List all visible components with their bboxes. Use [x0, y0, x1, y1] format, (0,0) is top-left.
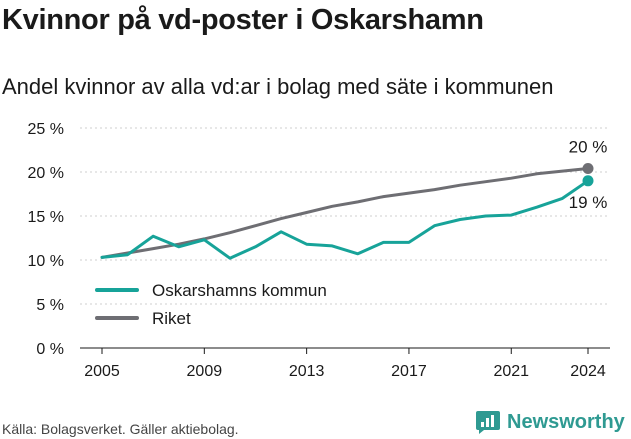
chart-title: Kvinnor på vd-poster i Oskarshamn — [2, 4, 484, 36]
end-labels: 20 % 19 % — [569, 137, 608, 211]
end-label-kommun: 19 % — [569, 193, 608, 212]
newsworthy-logo[interactable]: Newsworthy — [475, 409, 625, 435]
axes: 0 % 5 % 10 % 15 % 20 % 25 % 2005 2009 2013 2017 20… — [28, 121, 610, 380]
y-tick-label: 20 % — [28, 165, 64, 182]
series-line-riket — [100, 167, 590, 259]
series-line-kommun — [100, 179, 590, 260]
x-tick-label: 2005 — [84, 363, 120, 380]
data-point-kommun — [582, 175, 594, 187]
legend: Oskarshamns kommun Riket — [95, 281, 327, 328]
data-point-riket — [582, 162, 594, 174]
grid — [80, 127, 610, 305]
y-tick-label: 10 % — [28, 253, 64, 270]
y-tick-label: 0 % — [36, 341, 64, 358]
x-tick-label: 2017 — [391, 363, 427, 380]
x-tick-label: 2021 — [493, 363, 529, 380]
legend-label-riket: Riket — [152, 309, 191, 328]
y-tick-label: 5 % — [36, 297, 64, 314]
brand-name: Newsworthy — [507, 410, 625, 433]
chart-subtitle: Andel kvinnor av alla vd:ar i bolag med … — [2, 74, 554, 99]
x-tick-label: 2009 — [187, 363, 223, 380]
end-label-riket: 20 % — [569, 137, 608, 156]
y-tick-label: 25 % — [28, 121, 64, 138]
x-tick-label: 2013 — [289, 363, 325, 380]
x-tick-label: 2024 — [570, 363, 606, 380]
source-note: Källa: Bolagsverket. Gäller aktiebolag. — [2, 421, 239, 437]
newsworthy-logo-icon — [476, 411, 500, 434]
y-tick-label: 15 % — [28, 209, 64, 226]
legend-label-kommun: Oskarshamns kommun — [152, 281, 327, 300]
series — [100, 162, 594, 260]
